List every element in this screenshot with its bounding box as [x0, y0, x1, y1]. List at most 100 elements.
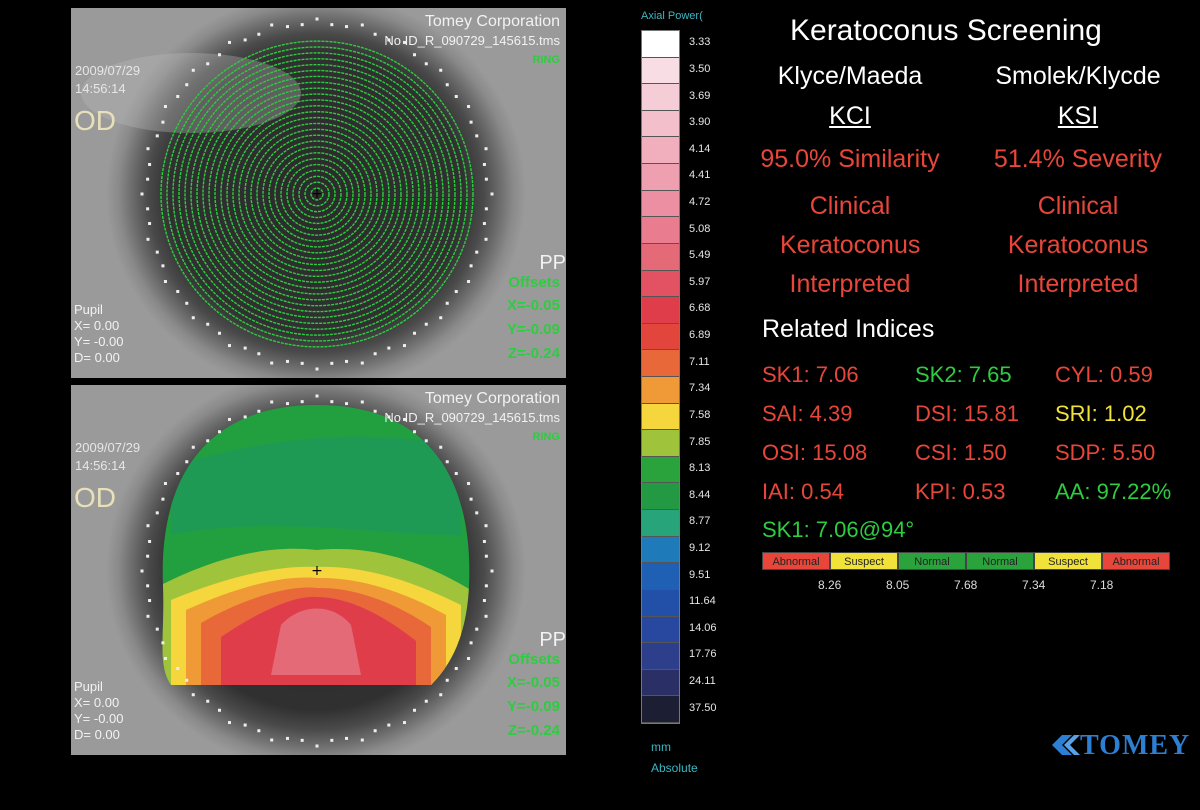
- axis-tick: [482, 162, 486, 166]
- placido-rings: [160, 40, 474, 348]
- pupil-label: Pupil: [74, 679, 103, 694]
- classification-segment: Normal: [966, 552, 1034, 570]
- related-index-value: IAI: 0.54: [762, 479, 844, 504]
- tomey-logo-text: TOMEY: [1080, 730, 1191, 761]
- axis-tick: [360, 738, 364, 742]
- scale-swatch: [642, 243, 679, 271]
- axis-tick: [467, 657, 471, 660]
- axis-tick: [484, 584, 488, 588]
- scale-label: 7.34: [689, 382, 711, 395]
- axis-tick: [445, 678, 449, 682]
- placido-ring: [292, 169, 342, 219]
- related-index-value: SDP: 5.50: [1055, 440, 1156, 465]
- axis-tick: [285, 402, 289, 406]
- axis-tick: [413, 331, 417, 335]
- axis-tick: [490, 569, 494, 573]
- axis-tick: [257, 352, 261, 356]
- axis-tick: [475, 250, 479, 254]
- axis-tick: [424, 439, 428, 443]
- ksi-interpretation: Clinical Keratoconus Interpreted: [1007, 192, 1149, 298]
- screening-title: Keratoconus Screening: [790, 14, 1102, 47]
- axis-tick: [163, 280, 167, 283]
- axis-tick: [270, 400, 274, 404]
- scale-swatch: [642, 483, 679, 511]
- corporation-label: Tomey Corporation: [424, 13, 560, 30]
- scale-swatch: [642, 110, 679, 138]
- placido-ring: [274, 152, 360, 236]
- scale-swatch: [642, 190, 679, 218]
- placido-ring: [184, 63, 450, 325]
- axis-tick: [315, 744, 319, 748]
- axis-tick: [475, 511, 479, 515]
- pp-label: PP: [539, 252, 566, 274]
- axis-tick: [161, 264, 165, 268]
- scale-swatch: [642, 323, 679, 351]
- pupil-x: X= 0.00: [74, 695, 120, 710]
- axis-ticks: [140, 394, 494, 748]
- offsets-label: Offsets: [508, 651, 560, 668]
- axis-tick: [185, 83, 189, 87]
- axis-tick: [146, 524, 150, 528]
- placido-ring-image: +: [81, 17, 494, 371]
- axis-tick: [475, 627, 479, 631]
- scale-label: 3.50: [689, 62, 711, 75]
- axis-tick: [257, 729, 261, 733]
- axis-tick: [161, 497, 165, 501]
- placido-ring: [256, 134, 378, 254]
- classification-segment: Suspect: [830, 552, 898, 570]
- axis-tick: [285, 359, 289, 363]
- axis-tick: [482, 599, 486, 603]
- file-id-label: No ID_R_090729_145615.tms: [384, 33, 560, 48]
- axis-tick: [445, 83, 449, 87]
- classification-segment: Abnormal: [1102, 552, 1170, 570]
- axis-tick: [373, 409, 377, 413]
- axis-tick: [148, 162, 152, 166]
- axis-tick: [191, 316, 195, 320]
- axis-tick: [191, 445, 195, 449]
- tomey-logo: TOMEY: [1050, 730, 1190, 762]
- placido-ring-panel: + Tomey Corporation No ID_R_090729_14561…: [71, 8, 566, 378]
- offset-x: X=-0.05: [507, 674, 560, 691]
- axis-tick: [454, 667, 458, 671]
- axis-tick: [146, 614, 150, 618]
- axis-tick: [469, 641, 473, 645]
- axis-tick: [403, 417, 406, 421]
- placido-ring: [280, 158, 354, 230]
- placido-ring: [172, 52, 462, 336]
- placido-ring: [160, 40, 474, 348]
- exam-date: 2009/07/29: [75, 440, 141, 455]
- placido-ring: [196, 75, 438, 313]
- placido-ring: [190, 69, 444, 319]
- axis-tick: [403, 344, 406, 348]
- related-index-value: AA: 97.22%: [1055, 479, 1172, 504]
- axis-tick: [228, 40, 231, 44]
- classification-segment: Suspect: [1034, 552, 1102, 570]
- axis-tick: [163, 105, 167, 108]
- axis-tick: [140, 192, 144, 196]
- axis-tick: [403, 721, 406, 725]
- axis-tick: [469, 497, 473, 501]
- axis-tick: [206, 699, 210, 703]
- classification-threshold: 8.05: [886, 578, 910, 592]
- placido-ring: [304, 181, 330, 207]
- axis-tick: [155, 250, 159, 254]
- axis-tick: [484, 177, 488, 181]
- scale-label: 11.64: [689, 595, 716, 608]
- axis-tick: [439, 316, 443, 320]
- scale-label: 4.72: [689, 196, 711, 208]
- corporation-label: Tomey Corporation: [424, 390, 560, 407]
- axis-tick: [475, 134, 479, 138]
- axis-tick: [387, 38, 391, 42]
- axis-tick: [413, 708, 417, 712]
- axis-tick: [454, 290, 458, 294]
- ksi-result: 51.4% Severity: [993, 145, 1163, 173]
- axial-power-map: +: [140, 394, 494, 748]
- axis-tick: [206, 322, 210, 326]
- scale-label: 6.68: [689, 302, 711, 315]
- placido-ring: [166, 46, 468, 342]
- axis-tick: [467, 482, 471, 485]
- classification-segment: Abnormal: [762, 552, 830, 570]
- scale-swatch: [642, 297, 679, 324]
- axis-tick: [146, 584, 150, 588]
- scale-label: 5.97: [689, 275, 711, 288]
